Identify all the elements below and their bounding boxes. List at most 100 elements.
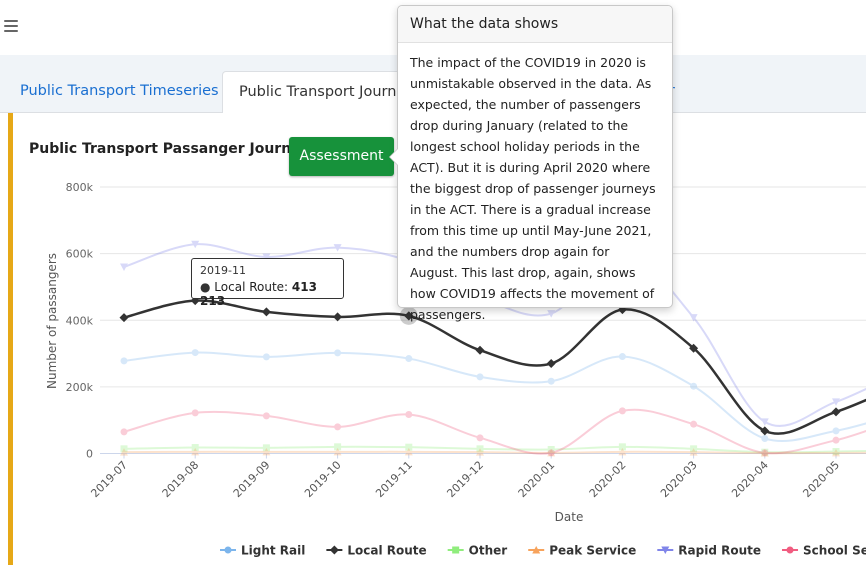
data-point bbox=[832, 398, 840, 406]
tooltip-separator: : bbox=[284, 280, 292, 294]
data-point bbox=[475, 345, 485, 355]
data-point bbox=[191, 240, 200, 249]
x-tick-label: 2019-08 bbox=[160, 458, 202, 500]
data-point bbox=[261, 307, 271, 317]
series-school-service bbox=[120, 407, 866, 457]
data-point bbox=[191, 409, 199, 417]
legend: Light Rail Local Route Other Peak Service Ra… bbox=[220, 544, 866, 558]
legend-symbol bbox=[329, 545, 339, 555]
data-point bbox=[262, 444, 270, 452]
legend-label: Local Route bbox=[347, 544, 426, 558]
tooltip-series: Local Route bbox=[214, 280, 285, 294]
data-point bbox=[476, 445, 484, 453]
y-tick-label: 0 bbox=[86, 448, 93, 461]
data-point bbox=[334, 349, 342, 357]
data-point bbox=[120, 263, 128, 271]
data-point bbox=[761, 435, 769, 443]
y-tick-label: 600k bbox=[66, 248, 94, 261]
data-point bbox=[760, 418, 769, 426]
assessment-button[interactable]: Assessment bbox=[289, 137, 394, 176]
tooltip-row: ● Local Route: 413 213 bbox=[200, 280, 317, 308]
data-point bbox=[120, 448, 128, 456]
legend-symbol bbox=[452, 546, 460, 554]
tooltip-value: 413 213 bbox=[200, 280, 317, 308]
data-point bbox=[547, 310, 556, 318]
x-tick-label: 2020-01 bbox=[516, 458, 558, 500]
legend-item[interactable]: Rapid Route bbox=[657, 544, 761, 558]
legend-label: Light Rail bbox=[241, 544, 305, 558]
data-point bbox=[262, 253, 271, 261]
data-point bbox=[832, 436, 840, 444]
legend-item[interactable]: Local Route bbox=[326, 544, 427, 558]
x-tick-label: 2020-03 bbox=[658, 458, 700, 500]
tooltip-date: 2019-11 bbox=[200, 264, 246, 277]
x-tick-label: 2019-11 bbox=[373, 458, 415, 500]
data-point bbox=[547, 448, 556, 457]
data-point bbox=[546, 359, 556, 369]
legend-item[interactable]: School Service bbox=[782, 544, 866, 558]
data-point bbox=[334, 443, 342, 451]
data-point bbox=[191, 447, 200, 456]
x-tick-label: 2020-02 bbox=[587, 458, 629, 500]
hamburger-menu-icon[interactable] bbox=[4, 20, 18, 34]
legend-label: Other bbox=[469, 544, 508, 558]
series-other bbox=[120, 443, 866, 456]
series-line bbox=[123, 408, 866, 455]
legend-item[interactable]: Peak Service bbox=[528, 544, 636, 558]
legend-label: Peak Service bbox=[549, 544, 636, 558]
data-point bbox=[690, 445, 698, 453]
series-light-rail bbox=[120, 349, 866, 443]
x-tick-label: 2019-12 bbox=[444, 458, 486, 500]
popover-arrow bbox=[389, 148, 398, 166]
data-point bbox=[191, 349, 199, 357]
series-line bbox=[123, 351, 866, 443]
tab-public-transport-timeseries[interactable]: Public Transport Timeseries bbox=[20, 83, 219, 99]
data-point bbox=[689, 448, 698, 456]
popover-body: The impact of the COVID19 in 2020 is unm… bbox=[410, 55, 656, 322]
legend-symbol bbox=[532, 546, 541, 554]
legend-label: School Service bbox=[803, 544, 866, 558]
legend-item[interactable]: Light Rail bbox=[220, 544, 305, 558]
series-line bbox=[123, 450, 866, 455]
legend-symbol bbox=[224, 546, 232, 554]
y-tick-label: 400k bbox=[66, 314, 94, 327]
series-line bbox=[123, 445, 866, 454]
data-point bbox=[760, 426, 770, 436]
x-tick-label: 2020-04 bbox=[729, 458, 771, 500]
legend-symbol bbox=[661, 546, 670, 554]
data-point bbox=[547, 377, 555, 385]
chart-title: Public Transport Passanger Journeys bbox=[29, 141, 319, 157]
data-point bbox=[547, 446, 555, 454]
data-point bbox=[618, 447, 627, 456]
data-point bbox=[476, 448, 484, 456]
y-axis-title: Number of passangers bbox=[45, 253, 59, 389]
data-point bbox=[119, 313, 129, 323]
x-tick-label: 2019-07 bbox=[88, 458, 130, 500]
data-point bbox=[333, 244, 342, 252]
legend-item[interactable]: Other bbox=[447, 544, 508, 558]
data-point bbox=[618, 443, 626, 451]
data-point bbox=[262, 447, 271, 456]
data-point bbox=[120, 445, 128, 453]
data-point bbox=[832, 448, 840, 457]
y-tick-label: 800k bbox=[66, 181, 94, 194]
hover-point bbox=[404, 311, 414, 321]
assessment-popover: What the data shows The impact of the CO… bbox=[389, 5, 673, 322]
data-point bbox=[333, 312, 343, 322]
x-tick-label: 2020-05 bbox=[800, 458, 842, 500]
data-point bbox=[405, 443, 413, 451]
x-tick-label: 2019-10 bbox=[302, 458, 344, 500]
data-point bbox=[831, 407, 841, 417]
data-point bbox=[476, 434, 484, 442]
y-tick-label: 200k bbox=[66, 381, 94, 394]
x-tick-label: 2019-09 bbox=[231, 458, 273, 500]
series-rapid-route bbox=[120, 240, 866, 427]
data-point bbox=[832, 448, 840, 456]
data-point bbox=[690, 382, 698, 390]
data-point bbox=[120, 357, 128, 365]
series-line bbox=[123, 299, 866, 435]
data-point bbox=[476, 373, 484, 381]
x-axis-title: Date bbox=[555, 510, 584, 524]
data-point bbox=[405, 411, 413, 419]
